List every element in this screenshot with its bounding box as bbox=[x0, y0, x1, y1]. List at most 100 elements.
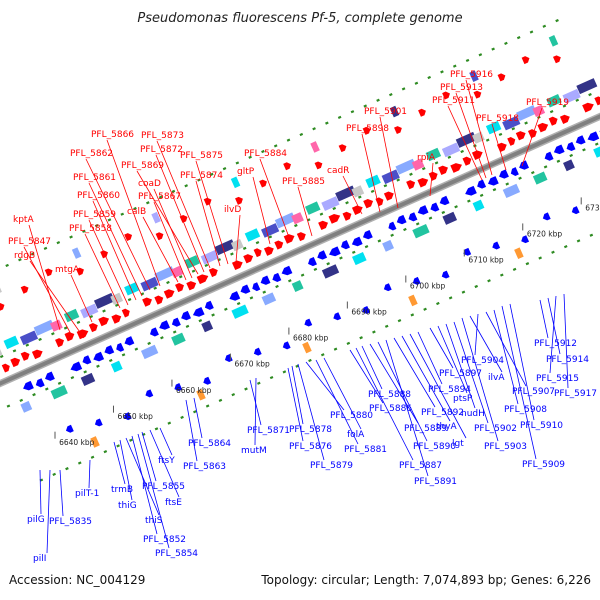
forward-gene-arrow bbox=[462, 156, 472, 166]
feature-band bbox=[412, 223, 430, 239]
forward-gene-label: PFL_5861 bbox=[73, 173, 116, 183]
reverse-gene-arrow bbox=[492, 241, 501, 250]
gene-features bbox=[0, 55, 600, 433]
reverse-label-leader bbox=[149, 429, 180, 498]
track-dot bbox=[551, 250, 555, 254]
forward-gene-label: PFL_5867 bbox=[138, 192, 181, 202]
reverse-gene-label: trmB bbox=[111, 485, 133, 495]
forward-gene-label: PFL_5884 bbox=[244, 149, 287, 159]
reverse-gene-label: PFL_5891 bbox=[414, 477, 457, 487]
backbone-line bbox=[0, 114, 600, 386]
track-dot bbox=[205, 404, 210, 408]
forward-gene-arrow bbox=[124, 233, 133, 242]
track-dot bbox=[222, 167, 227, 171]
reverse-gene-arrow bbox=[23, 380, 34, 391]
feature-band bbox=[110, 292, 124, 305]
forward-gene-arrow bbox=[163, 289, 175, 299]
track-dot bbox=[389, 92, 393, 97]
gene-bands bbox=[0, 35, 600, 448]
forward-gene-label: PFL_5862 bbox=[70, 149, 113, 159]
track-dot bbox=[543, 165, 548, 169]
feature-band bbox=[485, 120, 502, 135]
feature-band bbox=[33, 319, 55, 336]
feature-band bbox=[425, 147, 442, 162]
feature-band bbox=[532, 171, 548, 185]
reverse-gene-arrow bbox=[463, 247, 472, 256]
track-dot bbox=[255, 241, 260, 245]
forward-gene-arrow bbox=[559, 114, 570, 125]
forward-gene-arrow bbox=[552, 55, 561, 64]
accession-text: Accession: NC_004129 bbox=[9, 573, 146, 587]
scale-label: 6660 kbp bbox=[176, 386, 212, 395]
track-dot bbox=[134, 347, 139, 351]
forward-label-leader bbox=[156, 140, 211, 269]
track-dot bbox=[441, 210, 446, 215]
forward-gene-arrow bbox=[142, 297, 152, 307]
feature-band bbox=[63, 308, 80, 323]
reverse-label-leader bbox=[315, 359, 359, 445]
track-dot bbox=[485, 138, 490, 142]
reverse-gene-arrow bbox=[104, 345, 115, 355]
reverse-label-leader bbox=[119, 439, 133, 501]
track-dot bbox=[70, 375, 75, 380]
reverse-gene-arrow bbox=[116, 342, 125, 352]
reverse-label-leader bbox=[401, 335, 451, 422]
feature-band bbox=[3, 335, 20, 350]
track-dot bbox=[96, 364, 100, 368]
forward-gene-arrow bbox=[0, 303, 5, 311]
forward-gene-label: kptA bbox=[13, 215, 34, 225]
feature-band bbox=[214, 239, 236, 256]
reverse-label-leader bbox=[563, 293, 569, 389]
track-dot bbox=[505, 182, 510, 186]
forward-gene-arrow bbox=[438, 165, 448, 175]
forward-gene-arrow bbox=[121, 308, 130, 318]
track-dot bbox=[77, 461, 82, 465]
reverse-gene-label: PFL_5908 bbox=[504, 405, 547, 415]
reverse-gene-arrow bbox=[35, 378, 45, 388]
reverse-gene-arrow bbox=[571, 206, 580, 215]
reverse-gene-label: pilI bbox=[33, 554, 46, 564]
reverse-gene-arrow bbox=[174, 383, 183, 392]
scale-label: 6680 kbp bbox=[293, 334, 329, 343]
track-dot bbox=[576, 239, 581, 243]
reverse-gene-arrow bbox=[329, 246, 341, 257]
feature-band bbox=[516, 105, 538, 121]
forward-gene-label: PFL_5869 bbox=[121, 161, 164, 171]
reverse-gene-arrow bbox=[542, 212, 551, 221]
track-dot bbox=[32, 393, 36, 397]
feature-band bbox=[532, 104, 546, 118]
reverse-gene-label: thiS bbox=[145, 516, 163, 526]
feature-band bbox=[389, 105, 400, 118]
track-dot bbox=[588, 92, 592, 97]
track-dot bbox=[30, 252, 35, 256]
forward-gene-label: PFL_5874 bbox=[180, 171, 223, 181]
forward-gene-arrow bbox=[76, 267, 84, 276]
forward-label-leader bbox=[88, 219, 129, 306]
reverse-label-leader bbox=[361, 345, 383, 390]
track-dot bbox=[249, 296, 254, 300]
track-dot bbox=[242, 246, 247, 250]
feature-band bbox=[93, 292, 115, 309]
reverse-label-leader bbox=[349, 349, 384, 404]
feature-band bbox=[201, 320, 214, 333]
track-dot bbox=[333, 347, 338, 351]
reverse-gene-arrow bbox=[272, 272, 282, 282]
track-dot bbox=[313, 267, 318, 272]
reverse-gene-arrow bbox=[587, 131, 600, 142]
track-dot bbox=[275, 284, 279, 289]
forward-label-leader bbox=[106, 139, 161, 287]
track-dot bbox=[326, 262, 330, 266]
track-dot bbox=[409, 172, 413, 176]
feature-band bbox=[411, 158, 425, 171]
track-dot bbox=[193, 410, 197, 414]
feature-band bbox=[0, 348, 3, 356]
track-dot bbox=[300, 273, 305, 277]
feature-band bbox=[302, 341, 312, 354]
reverse-label-leader bbox=[369, 343, 419, 424]
forward-label-leader bbox=[195, 180, 221, 267]
forward-gene-arrow bbox=[394, 126, 402, 135]
forward-gene-label: PFL_5860 bbox=[77, 191, 120, 201]
track-dot bbox=[434, 161, 439, 165]
track-dot bbox=[178, 275, 183, 279]
track-dot bbox=[231, 393, 236, 397]
